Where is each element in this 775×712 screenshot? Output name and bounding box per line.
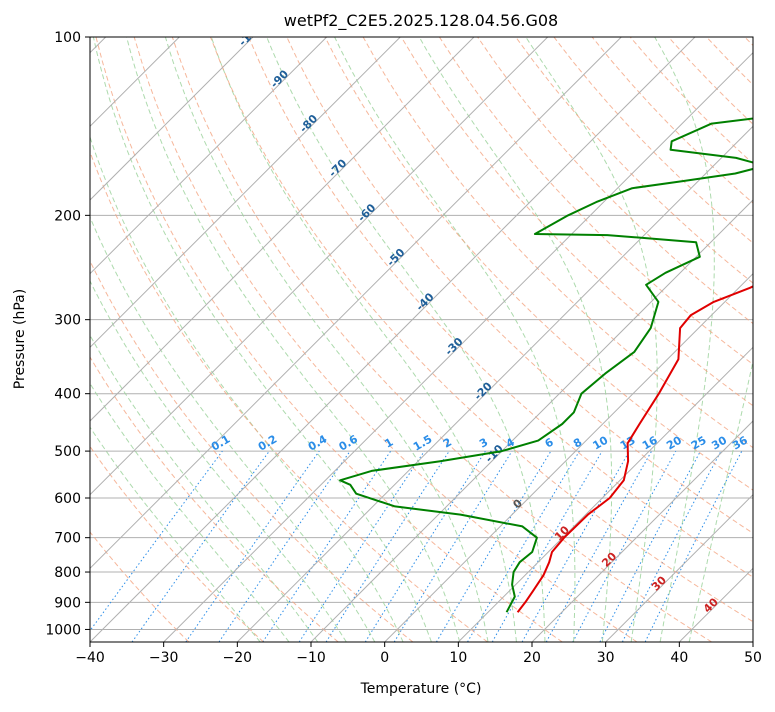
x-tick-label: 10 <box>449 650 467 666</box>
y-tick-label: 300 <box>54 313 81 329</box>
x-tick-label: 0 <box>380 650 389 666</box>
x-tick-label: −40 <box>75 650 105 666</box>
y-axis-label: Pressure (hPa) <box>12 289 28 389</box>
y-tick-label: 1000 <box>45 622 81 638</box>
chart-title: wetPf2_C2E5.2025.128.04.56.G08 <box>284 11 558 31</box>
y-tick-label: 600 <box>54 491 81 507</box>
x-tick-label: −20 <box>223 650 253 666</box>
y-tick-label: 500 <box>54 444 81 460</box>
y-tick-label: 200 <box>54 208 81 224</box>
x-tick-label: 50 <box>744 650 762 666</box>
y-tick-label: 800 <box>54 565 81 581</box>
x-tick-label: 20 <box>523 650 541 666</box>
y-tick-label: 900 <box>54 595 81 611</box>
x-tick-label: 30 <box>597 650 615 666</box>
y-tick-label: 700 <box>54 531 81 547</box>
y-tick-label: 100 <box>54 30 81 46</box>
x-tick-label: −30 <box>149 650 179 666</box>
x-tick-label: −10 <box>296 650 326 666</box>
x-tick-label: 40 <box>670 650 688 666</box>
y-tick-label: 400 <box>54 387 81 403</box>
x-axis-label: Temperature (°C) <box>360 681 482 697</box>
